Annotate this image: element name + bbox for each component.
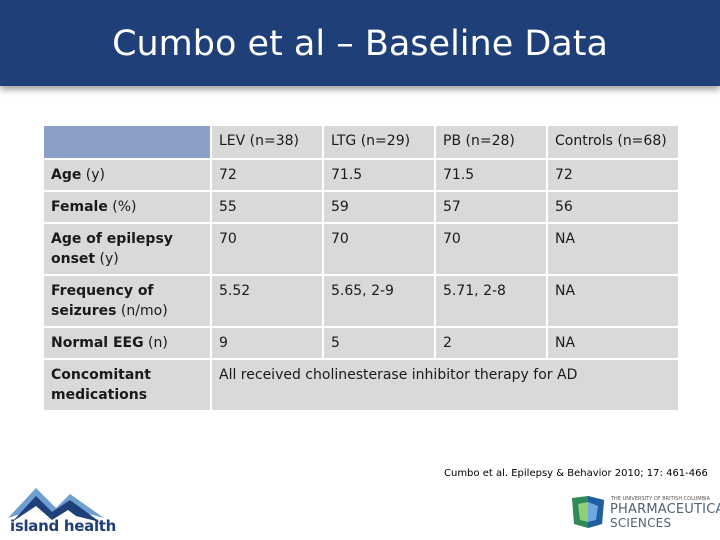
table-header-row: LEV (n=38) LTG (n=29) PB (n=28) Controls…	[42, 124, 680, 160]
island-health-logo-text: island health	[10, 517, 117, 535]
row-label-concomitant-medications: Concomitant medications	[42, 358, 212, 412]
table-cell: NA	[546, 222, 680, 276]
table-cell: 70	[322, 222, 436, 276]
title-bar	[0, 0, 720, 86]
table-cell: 72	[546, 158, 680, 192]
table-row: Age (y) 72 71.5 71.5 72	[42, 158, 680, 192]
header-corner-cell	[42, 124, 212, 160]
table-cell: 70	[434, 222, 548, 276]
table-cell: 5.65, 2-9	[322, 274, 436, 328]
table-cell: 70	[210, 222, 324, 276]
table-row: Age of epilepsy onset (y) 70 70 70 NA	[42, 222, 680, 276]
table-cell: 2	[434, 326, 548, 360]
table-cell: 5	[322, 326, 436, 360]
header-pb: PB (n=28)	[434, 124, 548, 160]
baseline-data-table: LEV (n=38) LTG (n=29) PB (n=28) Controls…	[42, 124, 680, 412]
table-cell: 5.71, 2-8	[434, 274, 548, 328]
table-cell: 55	[210, 190, 324, 224]
table-cell: 72	[210, 158, 324, 192]
citation: Cumbo et al. Epilepsy & Behavior 2010; 1…	[444, 468, 708, 479]
header-lev: LEV (n=38)	[210, 124, 324, 160]
table-row: Female (%) 55 59 57 56	[42, 190, 680, 224]
row-label-normal-eeg: Normal EEG (n)	[42, 326, 212, 360]
table-cell: 59	[322, 190, 436, 224]
table-cell: NA	[546, 274, 680, 328]
row-label-age-of-onset: Age of epilepsy onset (y)	[42, 222, 212, 276]
ubc-pharmaceutical-text: PHARMACEUTICAL	[610, 502, 720, 517]
table-cell: 5.52	[210, 274, 324, 328]
row-label-age: Age (y)	[42, 158, 212, 192]
table-row: Normal EEG (n) 9 5 2 NA	[42, 326, 680, 360]
row-label-seizure-frequency: Frequency of seizures (n/mo)	[42, 274, 212, 328]
island-health-logo-mountains-icon	[8, 488, 104, 522]
ubc-university-text: THE UNIVERSITY OF BRITISH COLUMBIA	[611, 496, 710, 502]
ubc-pharmaceutical-sciences-logo-icon	[572, 496, 604, 528]
table-cell: NA	[546, 326, 680, 360]
table-cell: 71.5	[322, 158, 436, 192]
table-cell: 57	[434, 190, 548, 224]
header-ltg: LTG (n=29)	[322, 124, 436, 160]
table-cell: 9	[210, 326, 324, 360]
ubc-sciences-text: SCIENCES	[610, 516, 672, 530]
concomitant-medications-cell: All received cholinesterase inhibitor th…	[210, 358, 680, 412]
table-cell: 56	[546, 190, 680, 224]
table-row: Frequency of seizures (n/mo) 5.52 5.65, …	[42, 274, 680, 328]
slide-title: Cumbo et al – Baseline Data	[112, 24, 608, 64]
header-controls: Controls (n=68)	[546, 124, 680, 160]
table-cell: 71.5	[434, 158, 548, 192]
table-row: Concomitant medications All received cho…	[42, 358, 680, 412]
row-label-female: Female (%)	[42, 190, 212, 224]
